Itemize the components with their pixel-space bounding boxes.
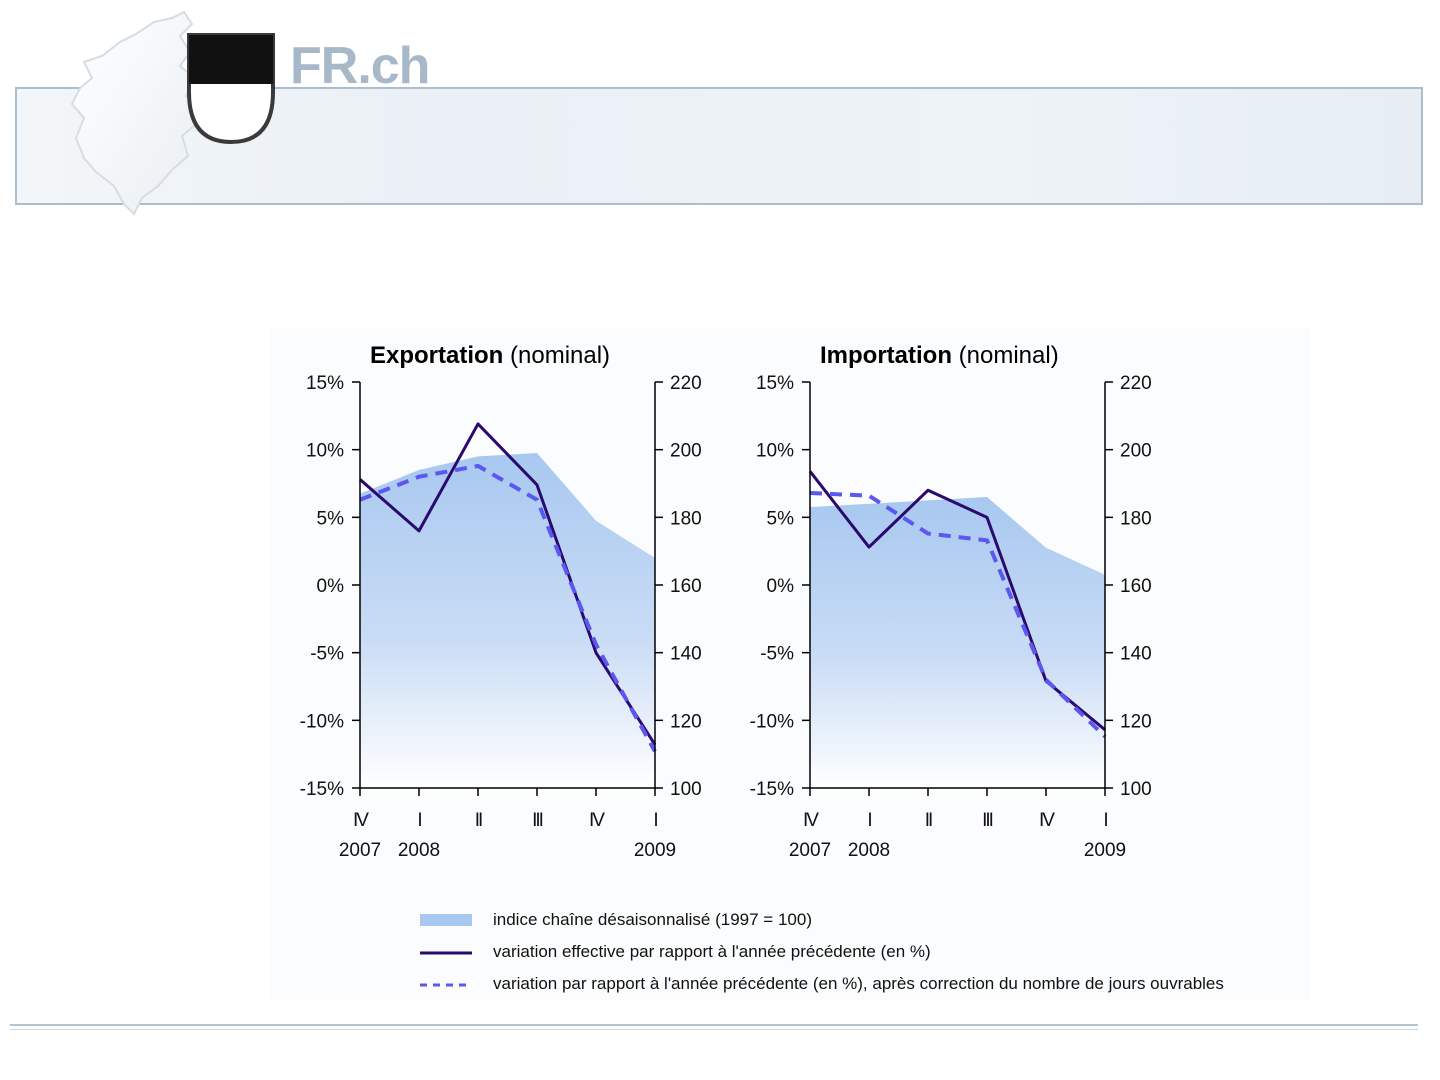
left-tick-label: -10% — [300, 711, 344, 732]
x-quarter-label: II — [475, 810, 482, 831]
legend-label-solid: variation effective par rapport à l'anné… — [493, 942, 931, 961]
x-quarter-label: I — [1103, 810, 1107, 831]
legend-label-area: indice chaîne désaisonnalisé (1997 = 100… — [493, 910, 812, 929]
left-tick-label: -10% — [750, 711, 794, 732]
line-series-dashed — [359, 463, 657, 753]
legend-swatch-solid — [420, 951, 472, 955]
x-quarter-label: IV — [353, 810, 369, 831]
left-tick-label: 10% — [306, 441, 344, 462]
import-chart-title: Importation (nominal) — [820, 342, 1059, 369]
left-tick-label: 0% — [317, 576, 345, 597]
x-year-label: 2007 — [789, 840, 831, 861]
x-quarter-label: II — [925, 810, 932, 831]
line-series-solid — [359, 422, 657, 746]
x-year-label: 2009 — [1084, 840, 1126, 861]
right-tick-label: 140 — [1120, 644, 1152, 665]
legend-swatch-dashed — [420, 983, 472, 987]
left-tick-label: -5% — [310, 644, 344, 665]
legend-swatch-area — [420, 914, 472, 926]
line-series-dashed — [809, 490, 1107, 739]
right-tick-label: 100 — [1120, 779, 1152, 800]
legend-label-dashed: variation par rapport à l'année précéden… — [493, 974, 1224, 993]
left-tick-label: -5% — [760, 644, 794, 665]
left-tick-label: 15% — [306, 373, 344, 394]
left-tick-label: -15% — [750, 779, 794, 800]
right-tick-label: 160 — [670, 576, 702, 597]
x-quarter-label: IV — [803, 810, 819, 831]
right-tick-label: 120 — [670, 711, 702, 732]
x-quarter-label: I — [867, 810, 871, 831]
right-tick-label: 200 — [1120, 441, 1152, 462]
right-tick-label: 140 — [670, 644, 702, 665]
x-quarter-label: III — [982, 810, 993, 831]
left-tick-label: 15% — [756, 373, 794, 394]
area-series-index — [810, 497, 1105, 788]
right-tick-label: 160 — [1120, 576, 1152, 597]
x-year-label: 2009 — [634, 840, 676, 861]
x-year-label: 2007 — [339, 840, 381, 861]
left-tick-label: -15% — [300, 779, 344, 800]
canton-map-logo — [70, 10, 204, 216]
x-year-label: 2008 — [398, 840, 440, 861]
right-tick-label: 220 — [670, 373, 702, 394]
right-tick-label: 180 — [1120, 508, 1152, 529]
right-tick-label: 120 — [1120, 711, 1152, 732]
area-series-index — [360, 453, 655, 788]
left-tick-label: 5% — [767, 508, 795, 529]
x-quarter-label: I — [417, 810, 421, 831]
shield-icon — [187, 33, 275, 145]
right-tick-label: 180 — [670, 508, 702, 529]
x-quarter-label: I — [653, 810, 657, 831]
right-tick-label: 100 — [670, 779, 702, 800]
brand-logo-text: FR.ch — [290, 37, 430, 95]
export-chart-title: Exportation (nominal) — [370, 342, 611, 369]
left-tick-label: 0% — [767, 576, 795, 597]
import-chart: 15% 10% 5% 0% -5% -10% -15% 220 200 180 160 140 120 1… — [750, 373, 1152, 861]
left-tick-label: 10% — [756, 441, 794, 462]
line-series-solid — [808, 470, 1106, 731]
right-tick-label: 200 — [670, 441, 702, 462]
x-quarter-label: III — [532, 810, 543, 831]
x-quarter-label: IV — [589, 810, 605, 831]
export-chart: 15% 10% 5% 0% -5% -10% -15% 220 200 180 160 140 120 1… — [300, 373, 702, 861]
x-quarter-label: IV — [1039, 810, 1055, 831]
x-year-label: 2008 — [848, 840, 890, 861]
left-tick-label: 5% — [317, 508, 345, 529]
footer-rule — [10, 1024, 1418, 1030]
right-tick-label: 220 — [1120, 373, 1152, 394]
